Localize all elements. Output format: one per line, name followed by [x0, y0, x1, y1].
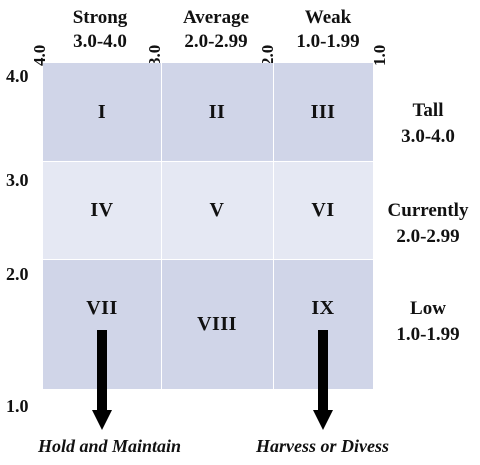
grid-divider: [161, 63, 162, 389]
row-name: Tall: [412, 100, 444, 121]
row-name: Low: [410, 298, 446, 319]
left-axis-tick: 4.0: [6, 66, 29, 86]
column-name: Strong: [72, 7, 128, 28]
down-arrow-icon: [92, 330, 112, 430]
column-range: 3.0-4.0: [73, 31, 127, 52]
cell-4: IV: [43, 161, 161, 259]
row-range: 1.0-1.99: [396, 324, 460, 345]
cell-label: VII: [86, 297, 118, 319]
cell-label: VIII: [197, 312, 237, 335]
cell-label: VI: [311, 198, 335, 221]
row-label-low: Low 1.0-1.99: [378, 296, 478, 348]
cell-label: III: [310, 100, 336, 123]
column-name: Weak: [304, 7, 352, 28]
row-range: 2.0-2.99: [396, 226, 460, 247]
grid-divider: [43, 161, 373, 162]
row-label-tall: Tall 3.0-4.0: [378, 98, 478, 150]
left-axis-tick: 1.0: [6, 396, 29, 416]
cell-3: III: [273, 63, 373, 161]
column-header-strong: Strong 3.0-4.0: [40, 6, 160, 54]
cell-2: II: [161, 63, 273, 161]
row-name: Currently: [387, 200, 469, 221]
matrix-grid: I II III IV V VI VII VIII IX: [43, 63, 373, 389]
left-axis-tick: 2.0: [6, 264, 29, 284]
row-label-currently: Currently 2.0-2.99: [378, 198, 478, 250]
cell-8: VIII: [161, 259, 273, 389]
column-range: 2.0-2.99: [184, 31, 248, 52]
left-axis-tick: 3.0: [6, 170, 29, 190]
grid-divider: [43, 259, 373, 260]
cell-label: IV: [90, 198, 114, 221]
cell-label: IX: [311, 297, 335, 319]
cell-1: I: [43, 63, 161, 161]
row-range: 3.0-4.0: [401, 126, 455, 147]
column-name: Average: [182, 7, 250, 28]
cell-label: II: [208, 100, 226, 123]
cell-6: VI: [273, 161, 373, 259]
grid-divider: [273, 63, 274, 389]
cell-label: I: [97, 100, 107, 123]
column-header-weak: Weak 1.0-1.99: [268, 6, 388, 54]
down-arrow-icon: [313, 330, 333, 430]
footer-left-caption: Hold and Maintain: [38, 436, 182, 456]
cell-label: V: [209, 198, 225, 221]
column-header-average: Average 2.0-2.99: [156, 6, 276, 54]
footer-right-caption: Harvess or Divess: [256, 436, 389, 456]
cell-5: V: [161, 161, 273, 259]
column-range: 1.0-1.99: [296, 31, 360, 52]
